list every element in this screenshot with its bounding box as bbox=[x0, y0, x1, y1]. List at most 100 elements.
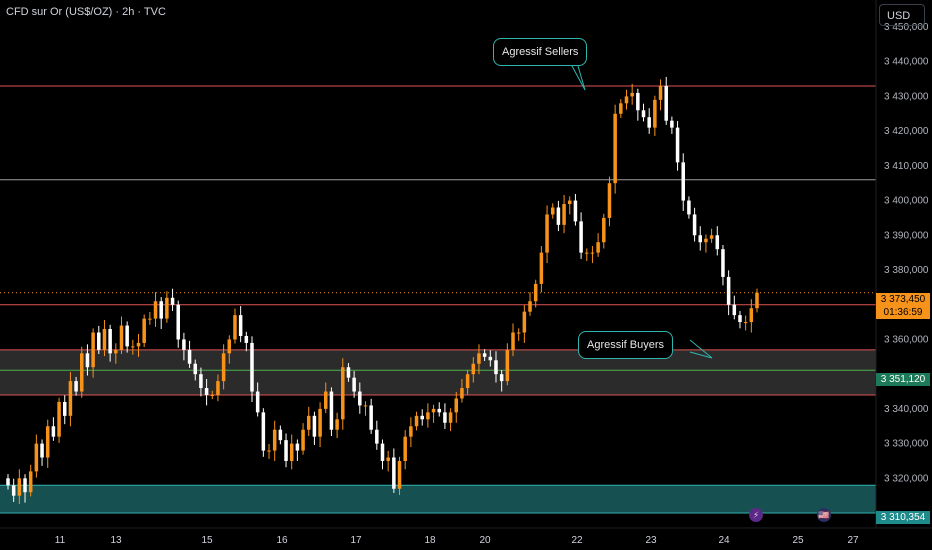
candle-body-124 bbox=[709, 235, 714, 239]
time-tick-label: 25 bbox=[792, 535, 804, 546]
candle-body-10 bbox=[62, 401, 67, 416]
us-flag-event-icon[interactable]: 🇺🇸 bbox=[817, 508, 831, 522]
lightning-glyph: ⚡ bbox=[752, 510, 760, 520]
candle-body-59 bbox=[341, 367, 345, 420]
candle-body-105 bbox=[602, 217, 606, 243]
candle-body-87 bbox=[499, 374, 504, 382]
candle-body-7 bbox=[45, 426, 50, 458]
buyers-callout[interactable]: Agressif Buyers bbox=[578, 331, 674, 359]
candle-body-49 bbox=[284, 440, 288, 461]
price-tick-label: 3 430,000 bbox=[884, 91, 929, 102]
candle-body-99 bbox=[567, 200, 572, 205]
candle-body-96 bbox=[550, 207, 555, 215]
candle-body-33 bbox=[193, 363, 198, 375]
candle-body-103 bbox=[590, 252, 595, 254]
price-tick-label: 3 450,000 bbox=[884, 22, 929, 33]
candle-body-104 bbox=[596, 242, 600, 253]
candle-body-48 bbox=[278, 429, 283, 441]
candle-body-120 bbox=[687, 200, 691, 215]
candle-body-45 bbox=[261, 412, 266, 451]
candle-body-130 bbox=[743, 322, 748, 324]
candle-body-128 bbox=[732, 304, 737, 316]
candle-body-17 bbox=[102, 329, 107, 350]
candle-body-111 bbox=[636, 92, 640, 111]
candle-body-76 bbox=[437, 408, 442, 413]
price-tick-label: 3 420,000 bbox=[884, 126, 929, 137]
sellers-callout-pointer bbox=[571, 65, 586, 91]
candle-body-55 bbox=[318, 408, 322, 437]
time-axis: 11 13 15 16 17 18 20 22 23 24 25 27 bbox=[55, 535, 859, 546]
time-tick-label: 27 bbox=[847, 535, 859, 546]
candle-body-60 bbox=[346, 367, 351, 378]
sellers-callout[interactable]: Agressif Sellers bbox=[493, 38, 588, 66]
candle-body-127 bbox=[726, 276, 731, 305]
candle-body-64 bbox=[369, 405, 373, 430]
candle-body-67 bbox=[386, 457, 390, 461]
currency-button[interactable]: USD bbox=[879, 4, 925, 26]
current-price-badge: 3 373,450 bbox=[876, 293, 930, 306]
price-tick-label: 3 340,000 bbox=[884, 404, 929, 415]
candle-body-22 bbox=[131, 346, 135, 348]
candle-body-62 bbox=[358, 391, 362, 406]
candle-body-77 bbox=[443, 412, 447, 423]
price-zones bbox=[0, 349, 876, 514]
candle-body-4 bbox=[28, 471, 33, 493]
candle-body-80 bbox=[460, 388, 464, 399]
time-tick-label: 11 bbox=[55, 535, 66, 546]
candle-body-88 bbox=[505, 349, 510, 382]
time-tick-label: 13 bbox=[110, 535, 122, 546]
price-tick-label: 3 380,000 bbox=[884, 265, 929, 276]
candle-body-75 bbox=[431, 408, 436, 413]
candle-body-78 bbox=[448, 412, 453, 423]
candle-body-3 bbox=[23, 478, 27, 493]
candle-body-36 bbox=[210, 395, 215, 396]
candle-body-57 bbox=[329, 391, 334, 430]
candle-body-32 bbox=[187, 349, 192, 364]
candle-body-98 bbox=[562, 204, 566, 225]
candle-body-91 bbox=[522, 311, 527, 333]
candle-body-123 bbox=[704, 238, 708, 243]
chart-title: CFD sur Or (US$/OZ) · 2h · TVC bbox=[6, 6, 166, 18]
candle-body-58 bbox=[335, 419, 339, 430]
candle-body-16 bbox=[97, 332, 101, 350]
candle-body-1 bbox=[11, 485, 16, 496]
candle-body-110 bbox=[630, 92, 634, 97]
price-tick-label: 3 400,000 bbox=[884, 196, 929, 207]
candle-body-23 bbox=[136, 342, 141, 347]
candle-body-38 bbox=[221, 353, 226, 382]
candle-body-46 bbox=[267, 450, 271, 452]
candle-body-6 bbox=[40, 443, 44, 458]
candle-body-18 bbox=[108, 329, 112, 354]
candle-body-106 bbox=[607, 183, 612, 218]
candle-body-95 bbox=[545, 214, 549, 253]
candle-body-12 bbox=[74, 381, 78, 392]
candle-body-119 bbox=[681, 162, 685, 201]
candle-body-108 bbox=[619, 103, 623, 114]
time-tick-label: 23 bbox=[645, 535, 657, 546]
candle-body-37 bbox=[216, 381, 220, 395]
price-tick-label: 3 390,000 bbox=[884, 230, 929, 241]
candle-body-2 bbox=[17, 478, 22, 496]
candle-body-66 bbox=[380, 443, 385, 461]
time-tick-label: 17 bbox=[350, 535, 362, 546]
lightning-event-icon[interactable]: ⚡ bbox=[749, 508, 763, 522]
candle-body-35 bbox=[204, 388, 209, 395]
candle-body-5 bbox=[34, 443, 39, 472]
candle-body-94 bbox=[539, 252, 544, 284]
candle-body-27 bbox=[159, 301, 163, 319]
time-tick-label: 20 bbox=[479, 535, 491, 546]
candles bbox=[6, 76, 759, 505]
candle-body-9 bbox=[57, 401, 61, 437]
candle-body-86 bbox=[494, 360, 498, 375]
candle-body-71 bbox=[409, 426, 413, 437]
candle-body-47 bbox=[272, 429, 277, 451]
candle-body-92 bbox=[528, 301, 532, 312]
price-tick-label: 3 410,000 bbox=[884, 161, 929, 172]
candle-body-90 bbox=[516, 332, 521, 334]
countdown-badge: 01:36:59 bbox=[876, 306, 930, 319]
candle-body-97 bbox=[556, 207, 561, 225]
price-axis: 3 320,000 3 330,000 3 340,000 3 360,000 3 38… bbox=[884, 22, 929, 484]
candle-body-73 bbox=[420, 415, 424, 420]
candle-body-0 bbox=[6, 478, 10, 486]
